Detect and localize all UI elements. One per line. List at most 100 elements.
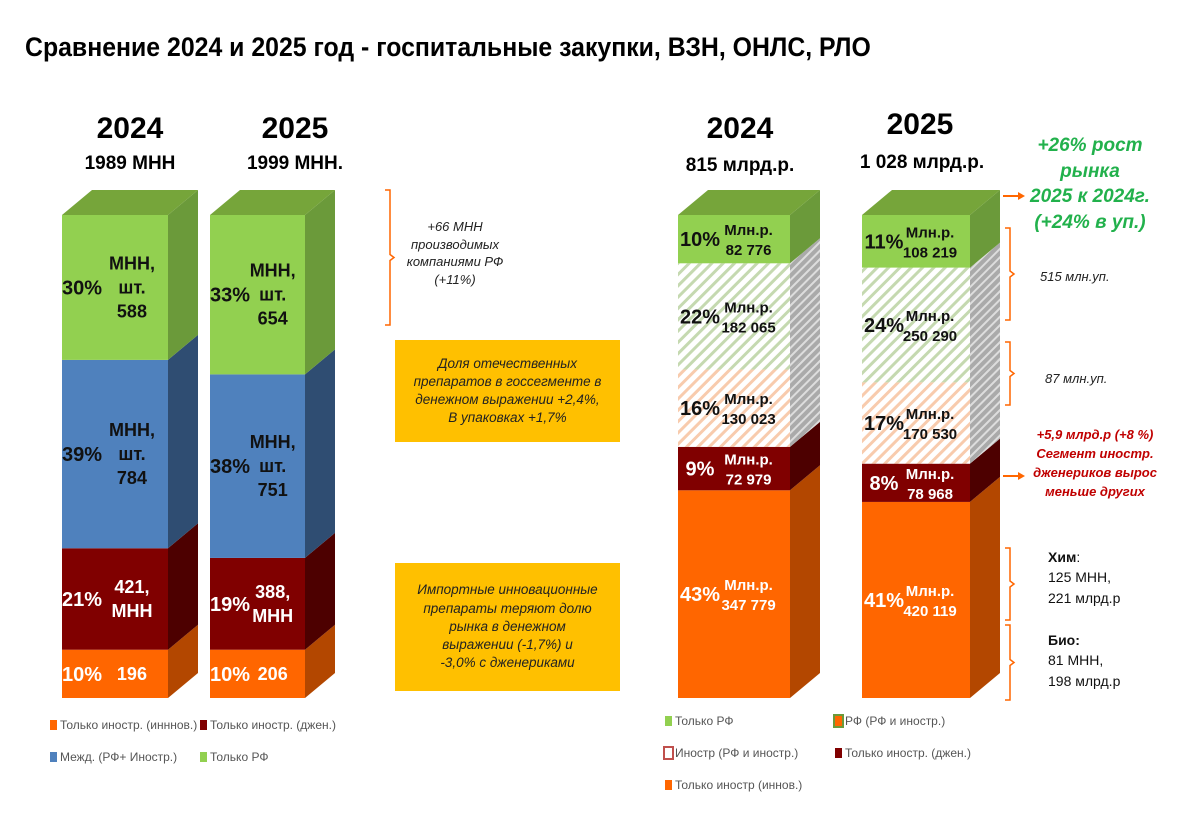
inostr-packs-note: 87 млн.уп. (1045, 371, 1108, 386)
value-label-2024-rf: Млн.р. (724, 222, 773, 239)
right-year-2024: 2024 (706, 112, 774, 145)
bio-title: Био: (1048, 632, 1080, 648)
bar-count-2025-gen (210, 557, 305, 650)
value-label-2025-innov: 206 (258, 664, 288, 684)
percent-label-2025-gen: 8% (870, 473, 899, 495)
value-label-2024-rf: 588 (117, 301, 147, 321)
bar-count-2025-rf (210, 215, 305, 375)
right-total-2024: 815 млрд.р. (685, 155, 795, 176)
bar-top-2024 (62, 190, 198, 215)
bar-side-2025-rf (305, 190, 335, 375)
growth-arrow-head (1018, 192, 1025, 200)
legend-label: Межд. (РФ+ Иностр.) (60, 750, 178, 764)
bar-side-2024-rf (168, 190, 198, 360)
bar-count-2024-gen (62, 548, 168, 650)
value-label-2024-gen: МНН (111, 601, 152, 621)
bar-side-2025-innov (305, 624, 335, 698)
legend-left-innov: Только иностр. (инннов.) (50, 718, 197, 732)
bar-side-2024-inostr (790, 344, 820, 447)
value-label-2025-rf: Млн.р. (906, 224, 955, 241)
bar-count-2024-rf (62, 215, 168, 360)
bar-side-2025-rf (970, 190, 1000, 268)
bar-count-2024-mezh (62, 359, 168, 549)
bracket-0 (385, 189, 396, 326)
legend-label: Только иностр. (джен.) (845, 746, 971, 760)
bar-value-2025-rfin (862, 267, 970, 383)
percent-label-2024-rfin: 22% (680, 306, 720, 328)
rf-packs-note: 515 млн.уп. (1040, 269, 1110, 284)
value-label-2025-rfin: 250 290 (903, 328, 957, 345)
legend-left-rf: Только РФ (200, 750, 268, 764)
value-label-2024-gen: Млн.р. (724, 452, 773, 469)
import-innov-box: Импортные инновационные препараты теряют… (395, 563, 620, 691)
percent-label-2025-inostr: 17% (864, 413, 904, 435)
bar-side-2025-mezh (305, 349, 335, 558)
value-label-2024-rf: 82 776 (726, 242, 772, 259)
value-label-2025-rf: МНН, (250, 261, 296, 281)
bar-side-2024-rf (790, 190, 820, 264)
bar-side-2024-gen (168, 523, 198, 650)
bio-note: Био: 81 МНН, 198 млрд.р (1048, 630, 1120, 691)
value-label-2024-mezh: МНН, (109, 420, 155, 440)
left-total-2025: 1999 МНН. (246, 153, 344, 174)
percent-label-2024-inostr: 16% (680, 398, 720, 420)
value-label-2025-mezh: шт. (259, 456, 286, 476)
legend-label: РФ (РФ и иностр.) (845, 714, 946, 728)
percent-label-2025-rf: 11% (865, 231, 904, 253)
bar-value-2024-inostr (678, 369, 790, 447)
bar-value-2025-rf (862, 215, 970, 268)
percent-label-2024-innov: 10% (62, 664, 102, 686)
value-label-2025-innov: 420 119 (903, 603, 956, 620)
percent-label-2025-mezh: 38% (210, 456, 250, 478)
bar-side-2024-gen (790, 421, 820, 491)
legend-right-gen: Только иностр. (джен.) (835, 746, 971, 760)
value-label-2025-rf: 654 (258, 309, 288, 329)
percent-label-2024-mezh: 39% (62, 444, 102, 466)
bar-top-2025 (862, 190, 1000, 215)
legend-right-rf: Только РФ (665, 714, 733, 728)
bar-value-2024-rf (678, 215, 790, 264)
percent-label-2024-rf: 30% (62, 277, 102, 299)
value-label-2024-innov: 347 779 (721, 597, 775, 614)
domestic-share-box: Доля отечественных препаратов в госсегме… (395, 340, 620, 442)
bar-side-2024-mezh (168, 334, 198, 549)
chem-note: Хим: 125 МНН, 221 млрд.р (1048, 547, 1120, 608)
value-label-2024-innov: Млн.р. (724, 577, 773, 594)
value-label-2025-mezh: МНН, (250, 432, 296, 452)
percent-label-2025-innov: 10% (210, 664, 250, 686)
bar-count-2024-innov (62, 649, 168, 698)
legend-label: Только иностр (иннов.) (675, 778, 803, 792)
bar-side-2025-inostr (970, 357, 1000, 464)
bar-side-2025-gen (305, 532, 335, 650)
value-label-2024-rf: шт. (118, 277, 145, 297)
chem-values: 125 МНН, 221 млрд.р (1048, 569, 1121, 606)
value-label-2025-gen: 388, (255, 582, 290, 602)
bracket-4 (1005, 624, 1016, 701)
right-year-2025: 2025 (886, 108, 954, 141)
value-label-2024-gen: 72 979 (726, 472, 772, 489)
bar-value-2025-innov (862, 501, 970, 698)
bar-side-2025-innov (970, 476, 1000, 698)
generics-note: +5,9 млрд.р (+8 %) Сегмент иностр. джене… (1033, 427, 1157, 499)
left-year-2024: 2024 (96, 112, 164, 145)
percent-label-2024-gen: 9% (686, 459, 715, 481)
value-label-2025-rf: 108 219 (903, 244, 957, 261)
bar-value-2024-innov (678, 490, 790, 698)
bio-values: 81 МНН, 198 млрд.р (1048, 652, 1121, 689)
percent-label-2024-rf: 10% (680, 229, 720, 251)
legend-right-inostr: Иностр (РФ и иностр.) (663, 746, 798, 760)
value-label-2025-rf: шт. (259, 285, 286, 305)
generics-arrow-head (1018, 472, 1025, 480)
bar-side-2024-rfin (790, 238, 820, 370)
bar-side-2024-innov (790, 465, 820, 698)
value-label-2024-rfin: Млн.р. (724, 299, 773, 316)
bracket-3 (1005, 547, 1016, 621)
value-label-2025-gen: Млн.р. (906, 466, 955, 483)
legend-label: Только РФ (675, 714, 734, 728)
bar-value-2025-gen (862, 463, 970, 502)
percent-label-2025-innov: 41% (864, 590, 904, 612)
legend-right-rfin: РФ (РФ и иностр.) (833, 714, 946, 728)
value-label-2025-gen: 78 968 (907, 486, 953, 503)
